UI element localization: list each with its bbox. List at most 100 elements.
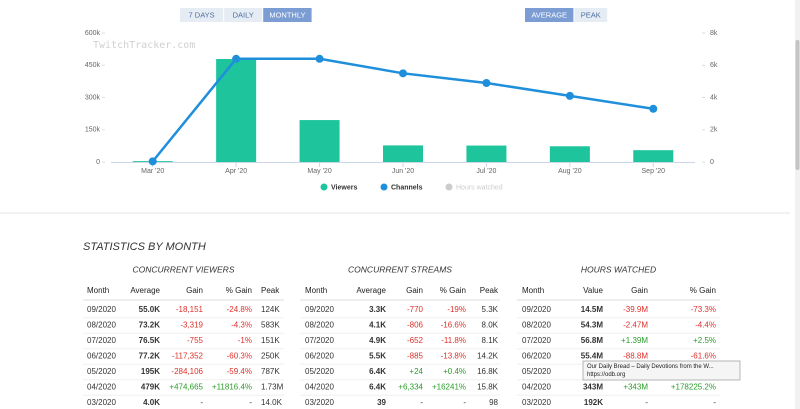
line-point bbox=[315, 54, 324, 63]
table-cell: -806 bbox=[407, 321, 424, 330]
table-cell: 06/2020 bbox=[305, 352, 334, 361]
table-cell: 8.1K bbox=[482, 336, 499, 345]
table-cell: 77.2K bbox=[139, 352, 161, 361]
table-cell: 8.0K bbox=[482, 321, 499, 330]
table-cell: 3.3K bbox=[369, 305, 386, 314]
scrollbar-thumb[interactable] bbox=[795, 40, 800, 170]
y2-tick-label: 6k bbox=[710, 62, 718, 69]
bar bbox=[549, 146, 590, 162]
y-tick-label: 150k bbox=[85, 127, 101, 134]
table-cell: - bbox=[249, 398, 252, 407]
table-cell: 195K bbox=[141, 367, 160, 376]
line-point bbox=[482, 78, 491, 87]
table-cell: -24.8% bbox=[227, 305, 252, 314]
table-cell: -61.6% bbox=[691, 352, 716, 361]
legend-label[interactable]: Viewers bbox=[331, 184, 357, 191]
watermark: TwitchTracker.com bbox=[93, 40, 195, 51]
column-header: Month bbox=[87, 286, 109, 295]
table-cell: 03/2020 bbox=[305, 398, 334, 407]
table-cell: 04/2020 bbox=[305, 383, 334, 392]
table-cell: 6.4K bbox=[369, 367, 386, 376]
table-cell: +0.4% bbox=[443, 367, 466, 376]
table-cell: +178225.2% bbox=[671, 383, 716, 392]
section-title: STATISTICS BY MONTH bbox=[83, 241, 206, 253]
x-tick-label: Mar '20 bbox=[141, 168, 164, 175]
table-cell: 73.2K bbox=[139, 321, 161, 330]
column-header: Average bbox=[356, 286, 386, 295]
toggle-button[interactable] bbox=[525, 8, 574, 22]
table-cell: 16.8K bbox=[477, 367, 499, 376]
column-header: Value bbox=[583, 286, 603, 295]
column-header: Peak bbox=[480, 286, 499, 295]
table-cell: -284,106 bbox=[171, 367, 203, 376]
legend-swatch[interactable] bbox=[445, 183, 453, 191]
toggle-button-label[interactable]: MONTHLY bbox=[269, 10, 305, 19]
table-cell: 05/2020 bbox=[522, 367, 551, 376]
toggle-button-label[interactable]: AVERAGE bbox=[531, 10, 567, 19]
table-cell: 250K bbox=[261, 352, 280, 361]
table-cell: 09/2020 bbox=[522, 305, 551, 314]
table-cell: 56.8M bbox=[581, 336, 604, 345]
table-cell: 08/2020 bbox=[305, 321, 334, 330]
legend-label[interactable]: Channels bbox=[391, 184, 423, 191]
x-tick-label: Aug '20 bbox=[558, 168, 582, 175]
column-header: Gain bbox=[406, 286, 423, 295]
y-tick-label: 300k bbox=[85, 94, 101, 101]
legend-swatch[interactable] bbox=[320, 183, 328, 191]
y2-tick-label: 8k bbox=[710, 30, 718, 37]
table-cell: +474,665 bbox=[169, 383, 203, 392]
legend-label[interactable]: Hours watched bbox=[456, 184, 503, 191]
table-cell: 54.3M bbox=[581, 321, 604, 330]
table-cell: -18,151 bbox=[176, 305, 204, 314]
column-header: Month bbox=[522, 286, 544, 295]
table-cell: 6.4K bbox=[369, 383, 386, 392]
toggle-button-label[interactable]: PEAK bbox=[581, 10, 601, 19]
table-cell: 09/2020 bbox=[305, 305, 334, 314]
table-cell: 55.4M bbox=[581, 352, 604, 361]
toggle-button[interactable] bbox=[263, 8, 312, 22]
table-cell: 39 bbox=[377, 398, 386, 407]
column-header: % Gain bbox=[440, 286, 466, 295]
table-cell: 124K bbox=[261, 305, 280, 314]
table-cell: -13.8% bbox=[441, 352, 466, 361]
toggle-button[interactable] bbox=[574, 8, 608, 22]
x-tick-label: Jul '20 bbox=[476, 168, 496, 175]
y-tick-label: 450k bbox=[85, 62, 101, 69]
legend-swatch[interactable] bbox=[380, 183, 388, 191]
table-cell: -11.8% bbox=[441, 336, 466, 345]
table-cell: -2.47M bbox=[623, 321, 648, 330]
table-cell: +2.5% bbox=[693, 336, 716, 345]
table-cell: -88.8M bbox=[623, 352, 648, 361]
tooltip-title: Our Daily Bread – Daily Devotions from t… bbox=[587, 364, 714, 370]
y2-tick-label: 4k bbox=[710, 94, 718, 101]
x-tick-label: Apr '20 bbox=[225, 168, 247, 175]
tooltip bbox=[582, 360, 741, 381]
x-tick-label: May '20 bbox=[307, 168, 331, 175]
table-cell: +1.39M bbox=[621, 336, 648, 345]
table-cell: +343M bbox=[623, 383, 648, 392]
line-point bbox=[649, 104, 658, 113]
table-cell: - bbox=[200, 398, 203, 407]
table-cell: +6,334 bbox=[398, 383, 423, 392]
toggle-button-label[interactable]: 7 DAYS bbox=[189, 10, 215, 19]
table-cell: 07/2020 bbox=[305, 336, 334, 345]
table-cell: -16.6% bbox=[441, 321, 466, 330]
bar bbox=[633, 150, 674, 162]
table-cell: 583K bbox=[261, 321, 280, 330]
column-header: Gain bbox=[186, 286, 203, 295]
table-cell: 5.5K bbox=[369, 352, 386, 361]
table-cell: 08/2020 bbox=[87, 321, 116, 330]
table-cell: 192K bbox=[584, 398, 603, 407]
toggle-button[interactable] bbox=[224, 8, 263, 22]
table-cell: - bbox=[463, 398, 466, 407]
table-cell: 5.3K bbox=[482, 305, 499, 314]
table-cell: 04/2020 bbox=[87, 383, 116, 392]
table-cell: 06/2020 bbox=[522, 352, 551, 361]
table-cell: 4.1K bbox=[369, 321, 386, 330]
toggle-button-label[interactable]: DAILY bbox=[233, 10, 254, 19]
column-header: Average bbox=[130, 286, 160, 295]
toggle-button[interactable] bbox=[180, 8, 224, 22]
table-cell: 07/2020 bbox=[87, 336, 116, 345]
table-cell: 14.0K bbox=[261, 398, 283, 407]
